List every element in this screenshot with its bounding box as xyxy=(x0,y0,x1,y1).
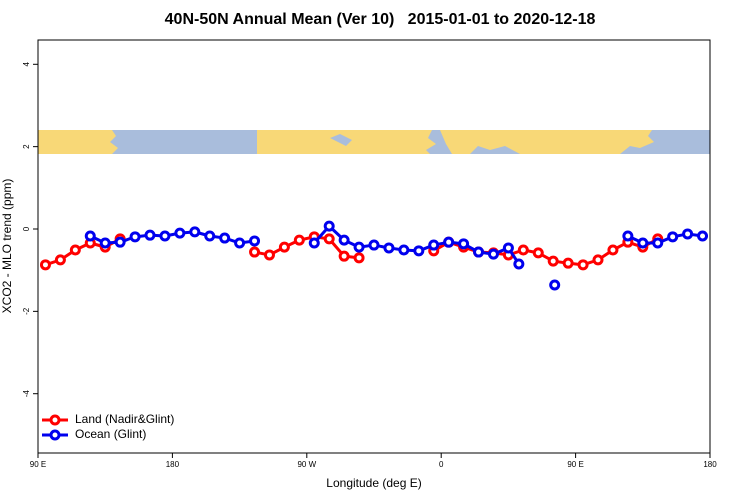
x-tick-label: 90 E xyxy=(30,460,46,469)
chart-title: 40N-50N Annual Mean (Ver 10) 2015-01-01 … xyxy=(165,11,596,28)
data-point xyxy=(99,237,111,249)
data-point xyxy=(293,234,305,246)
x-tick-label: 0 xyxy=(439,460,444,469)
data-point xyxy=(697,230,709,242)
data-point xyxy=(54,254,66,266)
data-point xyxy=(652,237,664,249)
data-point xyxy=(129,231,141,243)
data-point xyxy=(204,230,216,242)
map-strip xyxy=(38,130,710,154)
data-point xyxy=(189,226,201,238)
data-point xyxy=(219,232,231,244)
data-point xyxy=(682,228,694,240)
data-point xyxy=(532,247,544,259)
x-tick-label: 180 xyxy=(703,460,717,469)
data-point xyxy=(413,245,425,257)
data-point xyxy=(637,237,649,249)
data-point xyxy=(278,241,290,253)
x-tick-label: 90 W xyxy=(297,460,316,469)
data-point xyxy=(517,244,529,256)
data-point xyxy=(159,230,171,242)
data-point xyxy=(69,244,81,256)
data-point xyxy=(353,252,365,264)
data-point xyxy=(338,234,350,246)
x-tick-label: 90 E xyxy=(567,460,583,469)
legend-marker xyxy=(49,429,61,441)
data-point xyxy=(144,229,156,241)
data-point xyxy=(323,220,335,232)
data-point xyxy=(308,237,320,249)
data-point xyxy=(234,237,246,249)
x-tick-label: 180 xyxy=(166,460,180,469)
legend-label: Land (Nadir&Glint) xyxy=(75,412,174,426)
data-point xyxy=(592,254,604,266)
data-point xyxy=(353,241,365,253)
data-point xyxy=(562,257,574,269)
data-point xyxy=(513,258,525,270)
data-point xyxy=(458,238,470,250)
data-point xyxy=(622,230,634,242)
legend-marker xyxy=(49,414,61,426)
data-point xyxy=(383,242,395,254)
y-tick-label: 0 xyxy=(22,226,31,231)
y-tick-label: 2 xyxy=(22,144,31,149)
data-point xyxy=(667,231,679,243)
data-point xyxy=(39,259,51,271)
data-point xyxy=(338,250,350,262)
data-point xyxy=(263,249,275,261)
data-point xyxy=(443,236,455,248)
legend-label: Ocean (Glint) xyxy=(75,427,146,441)
data-point xyxy=(323,233,335,245)
data-point xyxy=(607,244,619,256)
data-point xyxy=(84,230,96,242)
y-axis-title: XCO2 - MLO trend (ppm) xyxy=(0,179,14,314)
data-point xyxy=(249,246,261,258)
legend: Land (Nadir&Glint)Ocean (Glint) xyxy=(42,412,174,441)
data-point xyxy=(547,255,559,267)
data-point xyxy=(368,239,380,251)
data-point xyxy=(174,227,186,239)
y-tick-label: -4 xyxy=(22,390,31,398)
data-point xyxy=(398,244,410,256)
data-point xyxy=(549,279,561,291)
x-axis-title: Longitude (deg E) xyxy=(326,476,421,490)
data-point xyxy=(487,248,499,260)
data-point xyxy=(577,259,589,271)
data-point xyxy=(502,242,514,254)
data-point xyxy=(114,236,126,248)
data-point xyxy=(473,246,485,258)
data-point xyxy=(249,235,261,247)
data-point xyxy=(428,239,440,251)
y-tick-label: -2 xyxy=(22,307,31,315)
plot-frame xyxy=(37,39,711,454)
y-tick-label: 4 xyxy=(22,62,31,67)
